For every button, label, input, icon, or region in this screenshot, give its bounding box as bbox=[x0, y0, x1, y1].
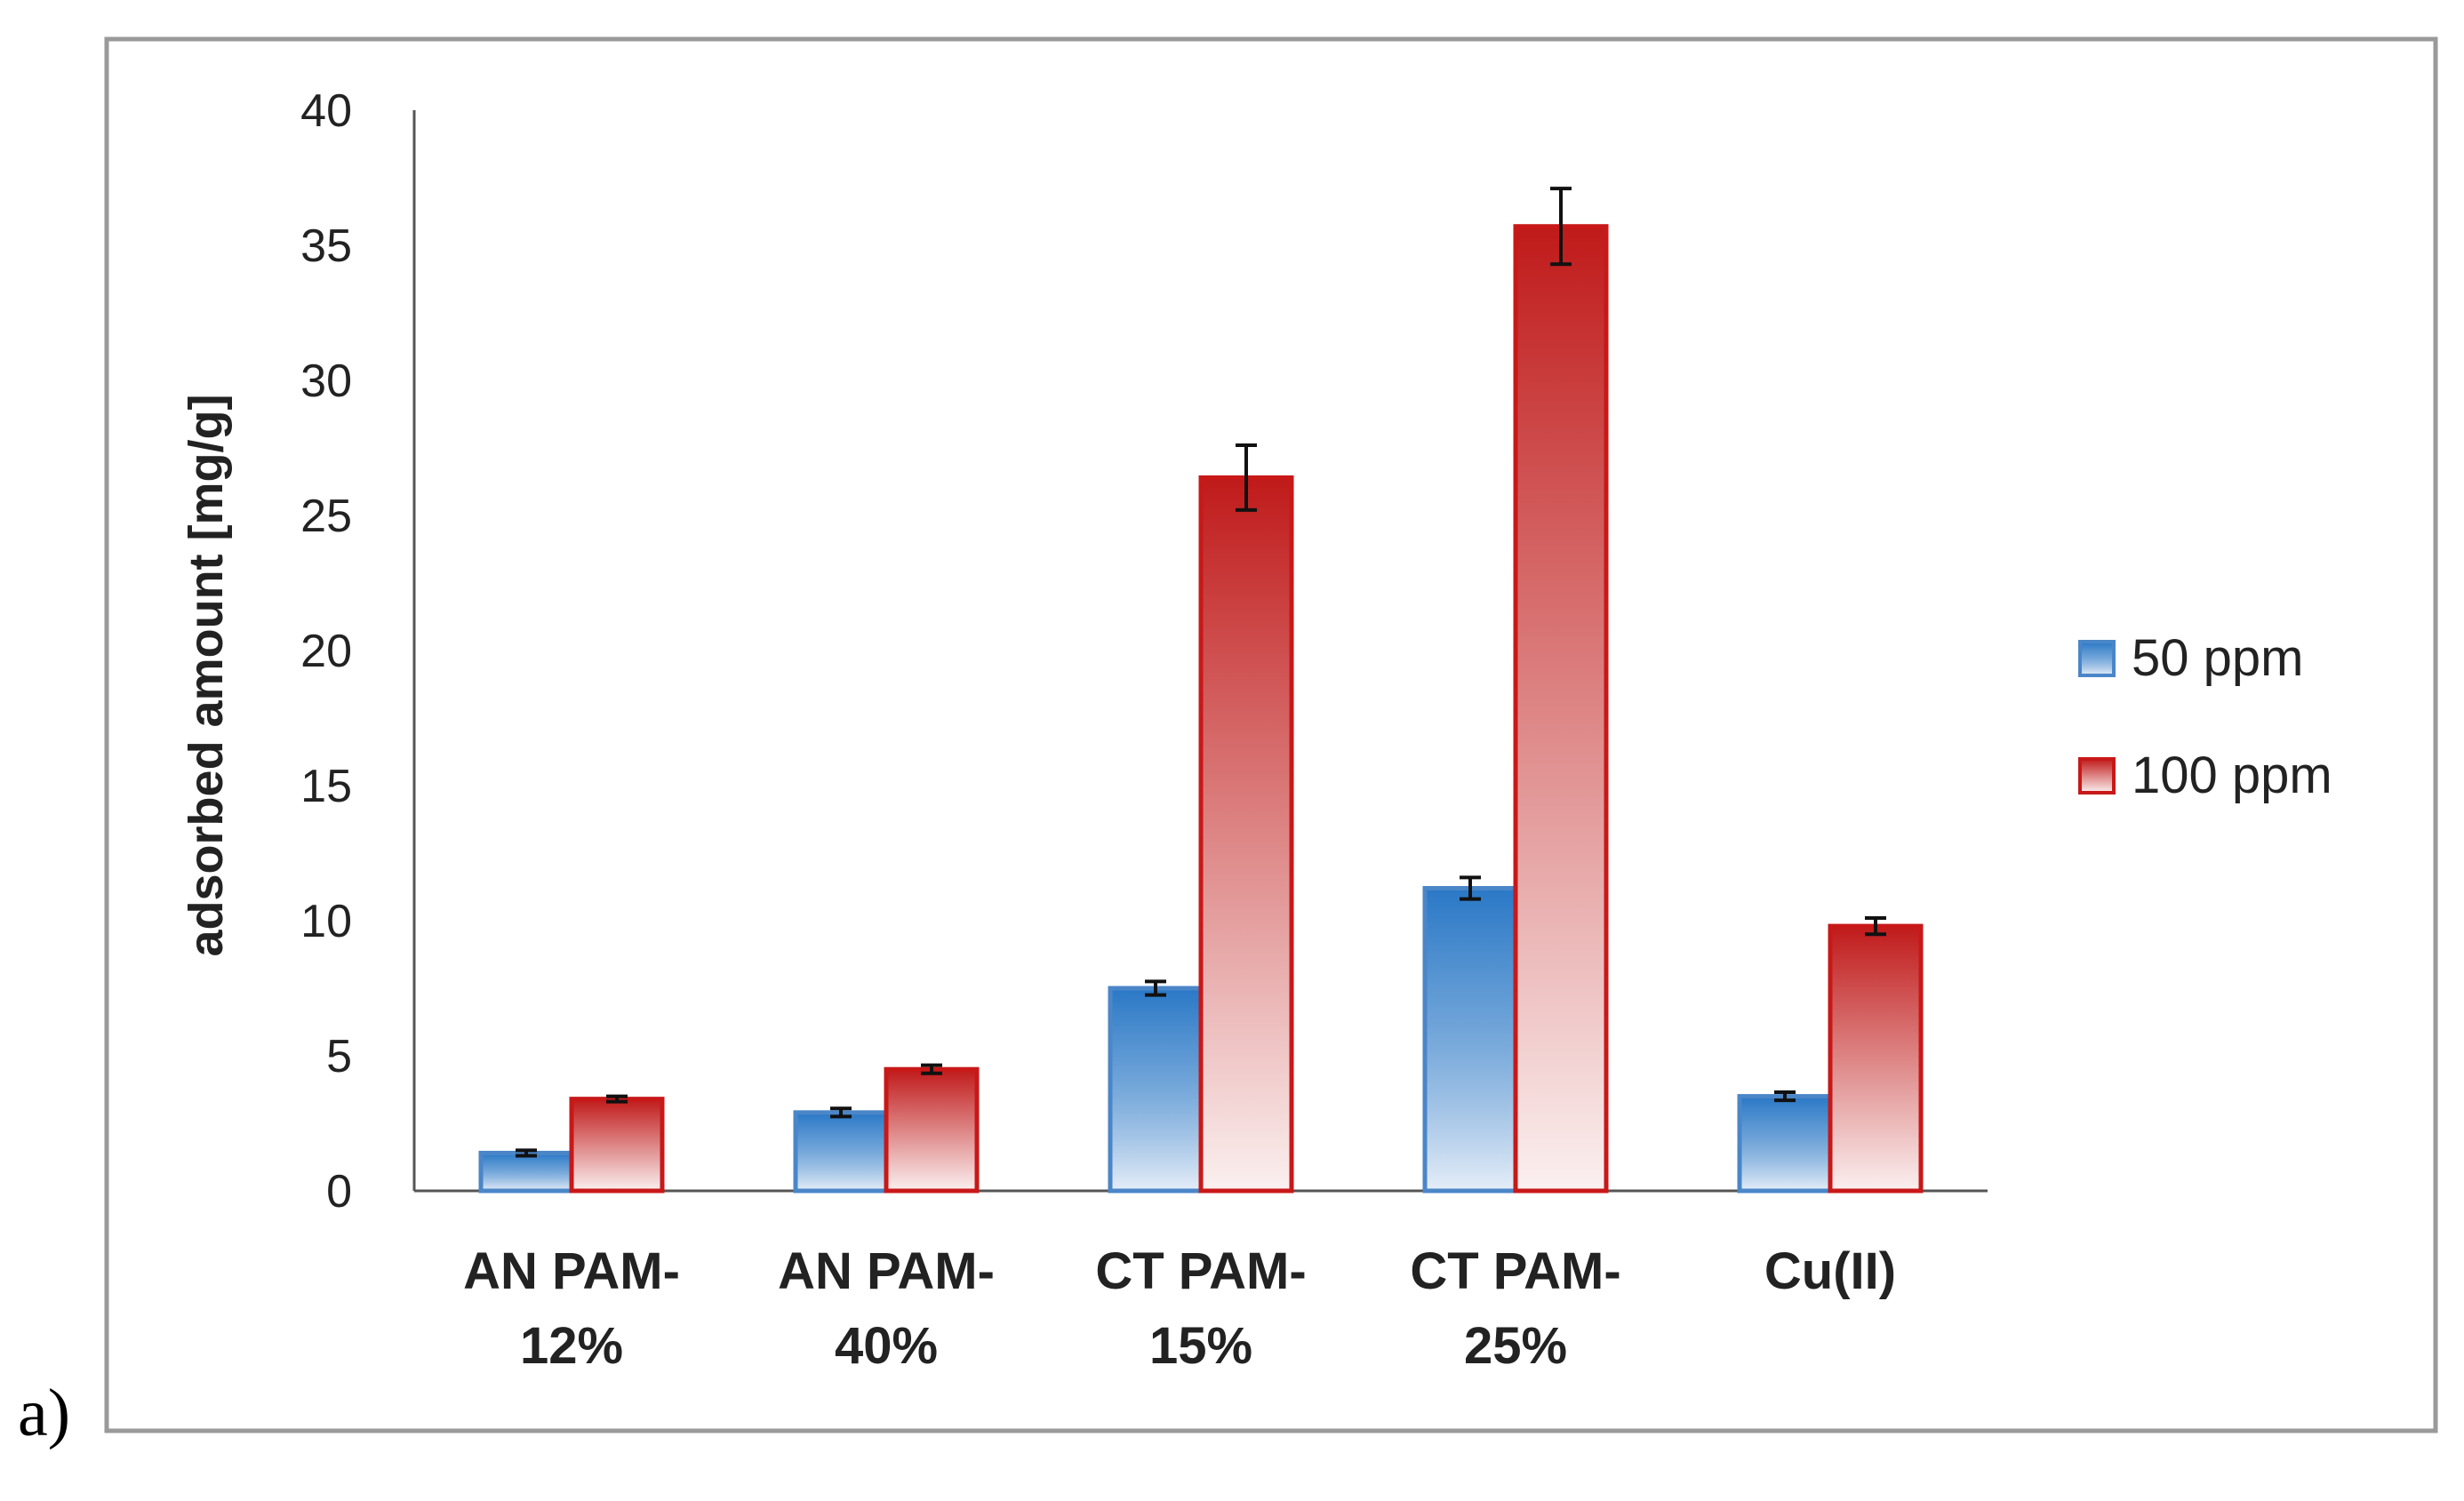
y-tick-label: 20 bbox=[300, 626, 352, 677]
panel-label: a) bbox=[18, 1376, 70, 1450]
error-bar bbox=[1865, 915, 1886, 937]
bar-100ppm bbox=[884, 1066, 980, 1194]
bar-50ppm bbox=[1108, 986, 1204, 1194]
bar-100ppm bbox=[1828, 923, 1924, 1194]
x-category-label: CT PAM-25% bbox=[1410, 1242, 1620, 1375]
y-tick-labels: 0 5 10 15 20 25 30 35 40 bbox=[300, 85, 352, 1218]
y-tick-label: 35 bbox=[300, 220, 352, 272]
chart-bars bbox=[478, 224, 1924, 1194]
error-bar bbox=[606, 1094, 628, 1104]
x-category-label: Cu(II) bbox=[1764, 1242, 1896, 1300]
y-axis-label: adsorbed amount [mg/g] bbox=[180, 395, 233, 957]
error-bar bbox=[1145, 979, 1166, 997]
bar-50ppm bbox=[478, 1150, 574, 1194]
x-category-labels: AN PAM-12% AN PAM-40% CT PAM-15% CT PAM-25%… bbox=[463, 1242, 1896, 1375]
error-bar bbox=[1236, 443, 1257, 512]
legend-swatch bbox=[2078, 757, 2116, 794]
y-tick-label: 25 bbox=[300, 491, 352, 542]
x-category-label: CT PAM-15% bbox=[1095, 1242, 1306, 1375]
error-bar bbox=[830, 1106, 852, 1119]
error-bar bbox=[1550, 187, 1572, 267]
chart-error-bars bbox=[516, 187, 1886, 1158]
legend-swatch bbox=[2078, 640, 2116, 677]
legend-label: 100 ppm bbox=[2132, 747, 2332, 804]
error-bar bbox=[1774, 1090, 1796, 1103]
bar-100ppm bbox=[1198, 475, 1294, 1194]
x-category-label: AN PAM-12% bbox=[463, 1242, 680, 1375]
bar-50ppm bbox=[793, 1110, 889, 1194]
legend-label: 50 ppm bbox=[2132, 629, 2303, 687]
error-bar bbox=[1460, 875, 1481, 901]
y-tick-label: 0 bbox=[326, 1166, 352, 1218]
error-bar bbox=[516, 1148, 537, 1158]
y-tick-label: 5 bbox=[326, 1031, 352, 1082]
bar-50ppm bbox=[1422, 886, 1518, 1194]
x-category-label: AN PAM-40% bbox=[778, 1242, 995, 1375]
bar-100ppm bbox=[569, 1097, 665, 1194]
y-tick-label: 30 bbox=[300, 355, 352, 407]
y-tick-label: 40 bbox=[300, 85, 352, 137]
y-tick-label: 15 bbox=[300, 761, 352, 812]
legend: 50 ppm 100 ppm bbox=[2078, 629, 2332, 804]
error-bar bbox=[921, 1063, 942, 1075]
legend-item-50ppm: 50 ppm bbox=[2078, 629, 2303, 687]
legend-item-100ppm: 100 ppm bbox=[2078, 747, 2332, 804]
y-tick-label: 10 bbox=[300, 896, 352, 947]
bar-50ppm bbox=[1737, 1094, 1833, 1194]
bar-100ppm bbox=[1513, 224, 1609, 1194]
